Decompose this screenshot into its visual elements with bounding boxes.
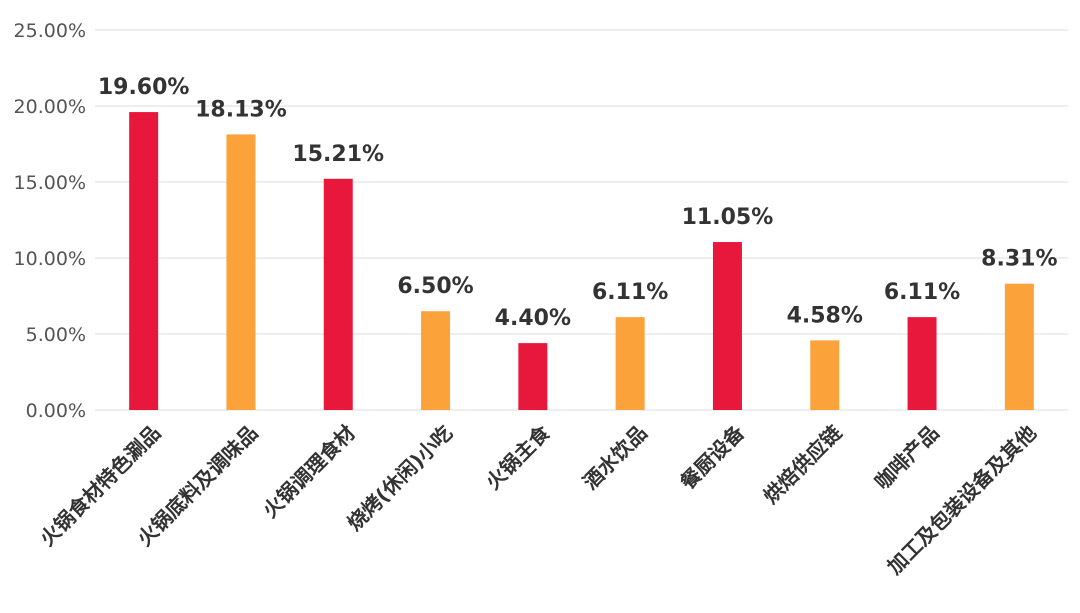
data-label: 6.11% (592, 280, 668, 305)
bar (129, 112, 159, 410)
bar (323, 178, 353, 410)
y-tick-label: 10.00% (14, 248, 86, 270)
category-label: 咖啡产品 (870, 421, 944, 495)
bars (129, 112, 1034, 410)
data-label: 4.40% (495, 306, 571, 331)
data-label: 11.05% (682, 205, 774, 230)
bar (518, 343, 548, 410)
data-label: 19.60% (98, 75, 190, 100)
data-label: 18.13% (195, 97, 287, 122)
y-axis: 0.00% 5.00% 10.00% 15.00% 20.00% 25.00% (14, 20, 86, 422)
bar (615, 317, 645, 410)
bar (1004, 283, 1034, 410)
bar (226, 134, 256, 410)
category-label: 烧烤(休闲)小吃 (342, 421, 457, 536)
data-label: 4.58% (787, 303, 863, 328)
data-labels: 19.60%18.13%15.21% 6.50% 4.40% 6.11% 11.05% 4… (98, 75, 1058, 331)
data-label: 6.50% (397, 274, 473, 299)
bar (907, 317, 937, 410)
y-tick-label: 25.00% (14, 20, 86, 42)
category-label: 烘焙供应链 (759, 420, 847, 508)
category-label: 火锅调理食材 (258, 421, 360, 523)
bar (421, 311, 451, 410)
data-label: 15.21% (292, 142, 384, 167)
data-label: 6.11% (884, 280, 960, 305)
bar (810, 340, 840, 410)
y-tick-label: 0.00% (26, 400, 86, 422)
category-label: 餐厨设备 (675, 420, 749, 494)
category-label: 酒水饮品 (578, 421, 652, 495)
y-tick-label: 5.00% (26, 324, 86, 346)
grid (95, 29, 1068, 411)
y-tick-label: 20.00% (14, 96, 86, 118)
y-tick-label: 15.00% (14, 172, 86, 194)
data-label: 8.31% (981, 247, 1057, 272)
bar (712, 242, 742, 410)
category-label: 火锅主食 (481, 420, 555, 494)
